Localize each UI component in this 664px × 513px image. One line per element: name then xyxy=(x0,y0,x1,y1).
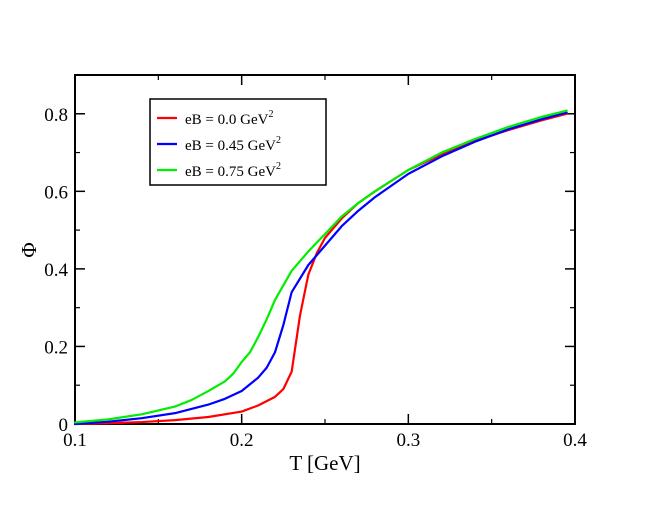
legend-box xyxy=(149,98,327,186)
series-line-3 xyxy=(73,109,568,424)
y-tick-label: 0.2 xyxy=(44,337,68,358)
legend: eB = 0.0 GeV2 eB = 0.45 GeV2 eB = 0.75 GeV… xyxy=(149,98,327,186)
x-tick-label: 0.3 xyxy=(396,430,420,451)
y-tick-label: 0.4 xyxy=(44,260,68,281)
series-line-1 xyxy=(73,112,568,426)
axis-ticks xyxy=(74,74,576,425)
y-tick-label: 0.6 xyxy=(44,182,68,203)
series-lines xyxy=(73,109,568,426)
series-line-2 xyxy=(73,111,568,426)
legend-label: eB = 0.0 GeV2 xyxy=(185,109,273,128)
legend-label: eB = 0.75 GeV2 xyxy=(185,161,281,180)
x-tick-label: 0.2 xyxy=(230,430,254,451)
y-axis-label: Φ xyxy=(17,242,41,257)
y-tick-label: 0.8 xyxy=(44,105,68,126)
x-tick-label: 0.1 xyxy=(63,430,87,451)
y-tick-label: 0 xyxy=(59,415,69,436)
x-axis-label: T [GeV] xyxy=(289,451,360,475)
axis-tick-labels: 0.1 0.2 0.3 0.4 0 0.2 0.4 0.6 0.8 xyxy=(44,105,587,451)
x-tick-label: 0.4 xyxy=(563,430,587,451)
legend-label: eB = 0.45 GeV2 xyxy=(185,135,281,154)
